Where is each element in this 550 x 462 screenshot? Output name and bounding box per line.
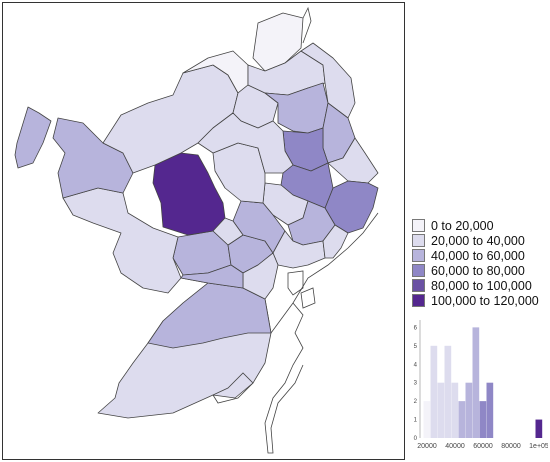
legend-swatch xyxy=(412,234,425,247)
choropleth-map[interactable] xyxy=(3,3,406,461)
district-center-g xyxy=(212,142,266,204)
value-histogram: 0 1 2 3 4 5 6 20000 40000 60000 80000 1e+05 xyxy=(414,320,548,450)
hist-x-tick-label: 1e+05 xyxy=(529,443,548,450)
map-panel xyxy=(2,2,405,460)
hist-bar xyxy=(444,345,452,438)
hist-bar xyxy=(465,382,473,438)
hist-bar xyxy=(437,382,445,438)
hist-y-tick-label: 6 xyxy=(414,325,418,331)
hist-bar xyxy=(451,382,459,438)
legend-swatch xyxy=(412,264,425,277)
hist-bar xyxy=(458,401,466,438)
legend-swatch xyxy=(412,249,425,262)
legend-swatch xyxy=(412,279,425,292)
legend-item: 20,000 to 40,000 xyxy=(412,233,548,248)
legend-label: 40,000 to 60,000 xyxy=(431,248,525,263)
hist-bar xyxy=(430,345,438,438)
hist-y-tick-label: 1 xyxy=(414,418,418,424)
district-west xyxy=(62,187,182,294)
hist-x-tick-label: 60000 xyxy=(473,443,493,450)
hist-bar xyxy=(472,327,480,438)
hist-bar xyxy=(423,401,431,438)
legend-label: 100,000 to 120,000 xyxy=(431,293,539,308)
district-center-n2 xyxy=(180,264,244,289)
legend-swatch xyxy=(412,294,425,307)
legend-label: 80,000 to 100,000 xyxy=(431,278,532,293)
hist-y-tick-label: 2 xyxy=(414,399,418,405)
district-center-h xyxy=(197,112,294,174)
district-north-6 xyxy=(300,42,356,119)
hist-bar xyxy=(535,419,543,438)
legend-label: 60,000 to 80,000 xyxy=(431,263,525,278)
legend-label: 20,000 to 40,000 xyxy=(431,233,525,248)
district-center-k xyxy=(322,224,349,259)
legend-item: 80,000 to 100,000 xyxy=(412,278,548,293)
hist-bar xyxy=(486,382,494,438)
hist-x-tick-label: 20000 xyxy=(417,443,437,450)
hist-y-tick-label: 5 xyxy=(414,344,418,350)
hist-y-tick-label: 4 xyxy=(414,362,418,368)
legend-item: 40,000 to 60,000 xyxy=(412,248,548,263)
legend-item: 60,000 to 80,000 xyxy=(412,263,548,278)
district-far-west xyxy=(52,117,134,199)
legend-item: 0 to 20,000 xyxy=(412,218,548,233)
hist-y-tick-label: 0 xyxy=(414,436,418,442)
legend-item: 100,000 to 120,000 xyxy=(412,293,548,308)
district-center-l xyxy=(212,217,244,246)
hist-y-tick-label: 3 xyxy=(414,381,418,387)
hist-bar xyxy=(479,401,487,438)
legend-label: 0 to 20,000 xyxy=(431,218,494,233)
hist-x-tick-label: 40000 xyxy=(445,443,465,450)
hist-x-tick-label: 80000 xyxy=(501,443,521,450)
district-north-3 xyxy=(252,12,304,72)
map-legend: 0 to 20,000 20,000 to 40,000 40,000 to 60,… xyxy=(412,218,548,308)
district-island-west xyxy=(14,106,52,169)
legend-swatch xyxy=(412,219,425,232)
